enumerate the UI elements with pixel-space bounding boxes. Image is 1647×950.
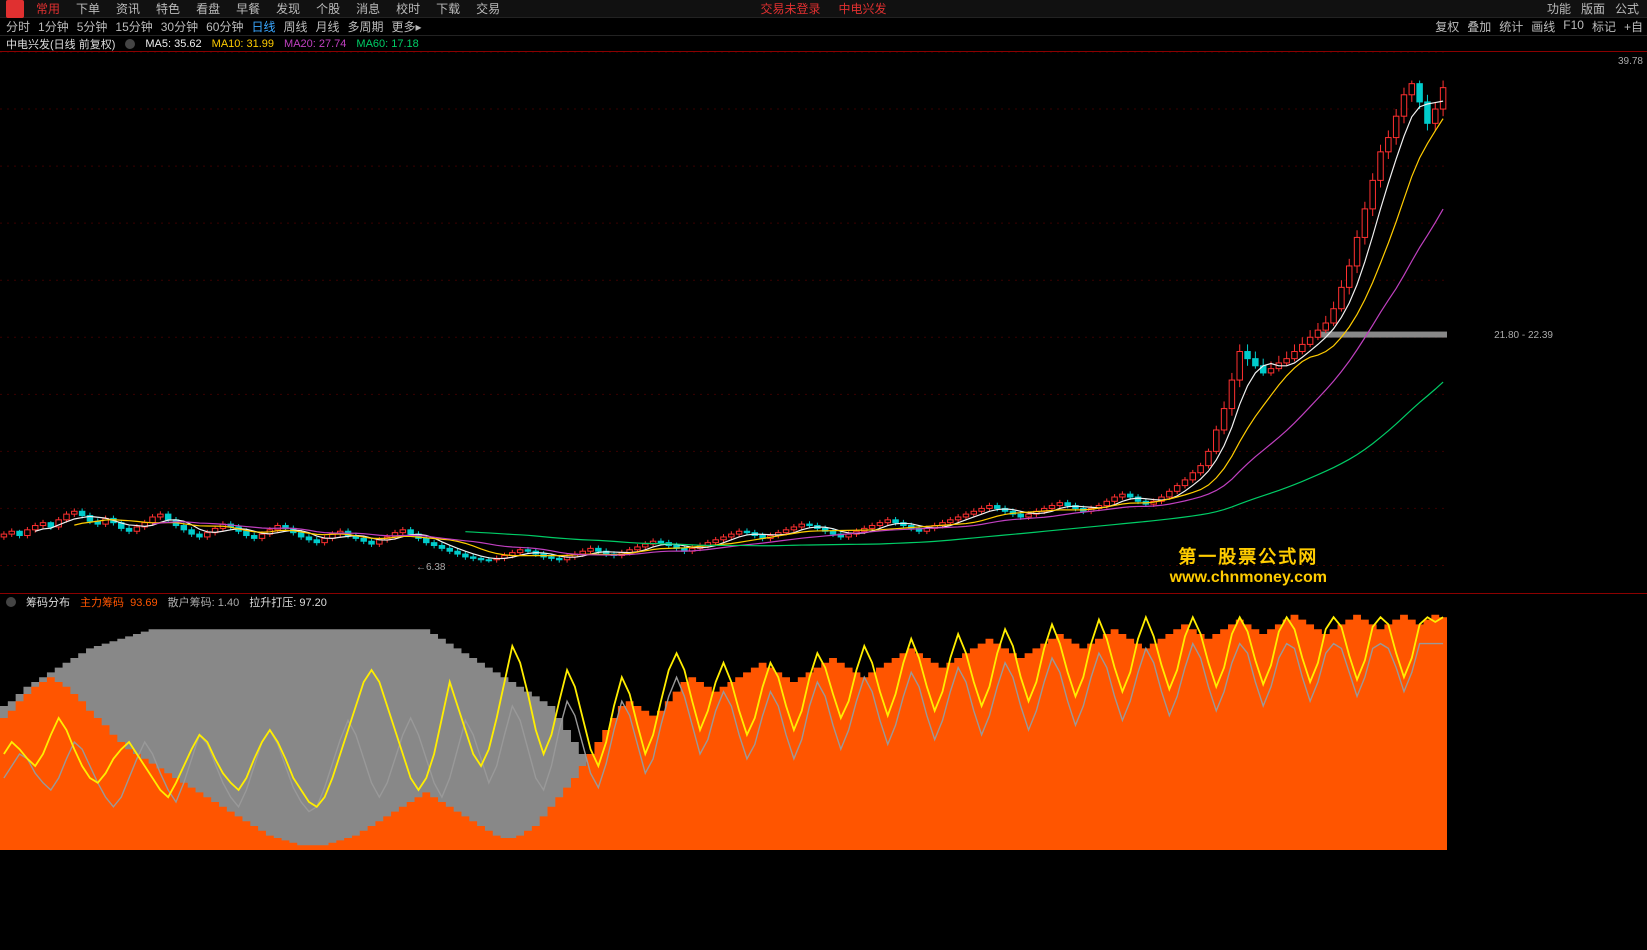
sub-indicator-dot-icon[interactable] bbox=[6, 597, 16, 607]
top-right-1[interactable]: 版面 bbox=[1581, 0, 1605, 17]
top-right-0[interactable]: 功能 bbox=[1547, 0, 1571, 17]
timeframe-right-tools: 复权叠加统计画线 F10 标记 +自 bbox=[1435, 18, 1643, 35]
top-menu-0[interactable]: 常用 bbox=[36, 0, 60, 17]
sub-chart-svg bbox=[0, 610, 1447, 850]
ma10-label: MA10: 31.99 bbox=[212, 38, 274, 50]
stock-name: 中电兴发 bbox=[839, 0, 887, 17]
indicator-dot-icon[interactable] bbox=[125, 39, 135, 49]
price-mid-label: 21.80 - 22.39 bbox=[1494, 330, 1553, 341]
top-menu-2[interactable]: 资讯 bbox=[116, 0, 140, 17]
top-menu-4[interactable]: 看盘 bbox=[196, 0, 220, 17]
top-center-status: 交易未登录 中电兴发 bbox=[760, 0, 886, 17]
price-high-label: 39.78 bbox=[1618, 56, 1643, 67]
timeframe-5[interactable]: 60分钟 bbox=[206, 18, 243, 35]
top-right-2[interactable]: 公式 bbox=[1615, 0, 1639, 17]
top-menu-9[interactable]: 校时 bbox=[396, 0, 420, 17]
top-menu: 常用下单资讯特色看盘早餐发现个股消息校时下载交易 bbox=[30, 0, 500, 17]
timeframe-2[interactable]: 5分钟 bbox=[77, 18, 108, 35]
top-menu-11[interactable]: 交易 bbox=[476, 0, 500, 17]
sub-v2: 散户筹码: 1.40 bbox=[168, 594, 240, 610]
timeframe-0[interactable]: 分时 bbox=[6, 18, 30, 35]
timeframe-1[interactable]: 1分钟 bbox=[38, 18, 69, 35]
sub-title: 筹码分布 bbox=[26, 594, 70, 610]
top-menu-bar: 常用下单资讯特色看盘早餐发现个股消息校时下载交易 交易未登录 中电兴发 功能版面… bbox=[0, 0, 1647, 18]
app-logo bbox=[6, 0, 24, 18]
timeframe-6[interactable]: 日线 bbox=[251, 18, 275, 35]
sub-v1: 主力筹码 93.69 bbox=[80, 594, 158, 610]
ma5-label: MA5: 35.62 bbox=[145, 38, 201, 50]
timeframe-9[interactable]: 多周期 bbox=[348, 18, 384, 35]
timeframe-bar: 分时 1分钟 5分钟 15分钟 30分钟 60分钟日线周线月线多周期更多▸ 复权叠加统计画… bbox=[0, 18, 1647, 36]
sub-v3: 拉升打压: 97.20 bbox=[249, 594, 327, 610]
tf-tool-6[interactable]: +自 bbox=[1624, 18, 1643, 35]
ma60-label: MA60: 17.18 bbox=[356, 38, 418, 50]
top-menu-10[interactable]: 下载 bbox=[436, 0, 460, 17]
top-menu-8[interactable]: 消息 bbox=[356, 0, 380, 17]
tf-tool-3[interactable]: 画线 bbox=[1531, 18, 1555, 35]
ma20-label: MA20: 27.74 bbox=[284, 38, 346, 50]
top-right-menu: 功能版面公式 bbox=[1547, 0, 1647, 17]
top-menu-6[interactable]: 发现 bbox=[276, 0, 300, 17]
tf-tool-5[interactable]: 标记 bbox=[1592, 18, 1616, 35]
timeframe-7[interactable]: 周线 bbox=[283, 18, 307, 35]
login-status: 交易未登录 bbox=[760, 0, 820, 17]
main-chart-svg bbox=[0, 52, 1447, 594]
timeframe-10[interactable]: 更多▸ bbox=[392, 18, 422, 35]
tf-tool-2[interactable]: 统计 bbox=[1499, 18, 1523, 35]
sub-indicator-info: 筹码分布 主力筹码 93.69 散户筹码: 1.40 拉升打压: 97.20 bbox=[0, 594, 1647, 610]
sub-chart-panel[interactable] bbox=[0, 610, 1647, 850]
symbol-label: 中电兴发(日线 前复权) bbox=[6, 36, 115, 52]
top-menu-3[interactable]: 特色 bbox=[156, 0, 180, 17]
price-low-label: ←6.38 bbox=[416, 562, 445, 573]
timeframe-3[interactable]: 15分钟 bbox=[115, 18, 152, 35]
tf-tool-0[interactable]: 复权 bbox=[1435, 18, 1459, 35]
top-menu-1[interactable]: 下单 bbox=[76, 0, 100, 17]
tf-tool-4[interactable]: F10 bbox=[1563, 18, 1584, 35]
main-chart-panel[interactable]: 39.78 21.80 - 22.39 ←6.38 第一股票公式网 www.ch… bbox=[0, 52, 1647, 594]
top-menu-5[interactable]: 早餐 bbox=[236, 0, 260, 17]
tf-tool-1[interactable]: 叠加 bbox=[1467, 18, 1491, 35]
timeframe-4[interactable]: 30分钟 bbox=[161, 18, 198, 35]
chart-info-line: 中电兴发(日线 前复权) MA5: 35.62 MA10: 31.99 MA20… bbox=[0, 36, 1647, 52]
top-menu-7[interactable]: 个股 bbox=[316, 0, 340, 17]
timeframe-8[interactable]: 月线 bbox=[316, 18, 340, 35]
timeframe-list: 分时 1分钟 5分钟 15分钟 30分钟 60分钟日线周线月线多周期更多▸ bbox=[6, 18, 422, 35]
